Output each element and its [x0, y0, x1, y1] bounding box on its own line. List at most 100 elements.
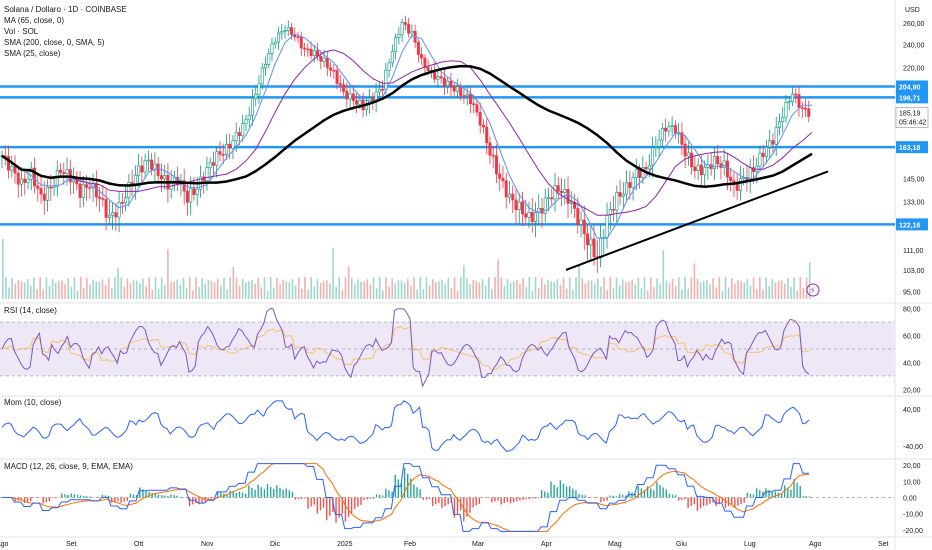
candle-body: [244, 119, 248, 124]
candle-body: [72, 179, 76, 183]
volume-bar: [132, 280, 135, 299]
macd-histogram-bar: [388, 490, 390, 498]
macd-histogram-bar: [332, 497, 334, 513]
macd-histogram-bar: [718, 497, 720, 505]
volume-bar: [382, 290, 384, 299]
macd-histogram-bar: [416, 487, 418, 498]
macd-histogram-bar: [350, 497, 353, 513]
volume-bar: [2, 239, 4, 299]
macd-histogram-bar: [14, 497, 16, 502]
volume-bar: [23, 282, 26, 299]
candle-body: [722, 160, 726, 168]
macd-histogram-bar: [503, 497, 505, 504]
volume-bar: [447, 277, 450, 299]
candle-body: [644, 167, 648, 170]
volume-bar: [780, 280, 783, 299]
macd-histogram-bar: [597, 497, 599, 498]
volume-bar: [89, 284, 91, 299]
macd-histogram-bar: [39, 497, 41, 498]
candle-body: [738, 178, 742, 191]
volume-bar: [151, 289, 154, 299]
sma25-line: [1, 33, 812, 239]
macd-histogram-bar: [612, 495, 615, 498]
volume-bar: [98, 281, 101, 299]
candle-body: [49, 186, 53, 189]
macd-title[interactable]: MACD (12, 26, close, 9, EMA, EMA): [4, 462, 133, 471]
time-axis-label: Mag: [608, 541, 622, 548]
macd-histogram-bar: [354, 497, 356, 509]
candle-body: [150, 159, 154, 170]
candle-body: [185, 190, 189, 203]
volume-bar: [238, 285, 241, 299]
volume-bar: [407, 278, 409, 299]
candle-body: [475, 104, 479, 113]
candle-body: [501, 178, 505, 182]
candle-body: [436, 76, 440, 80]
macd-histogram-bar: [438, 497, 440, 503]
indicator-sma25[interactable]: SMA (25, close): [4, 49, 61, 58]
macd-histogram-bar: [347, 497, 350, 517]
volume-bar: [201, 278, 203, 299]
volume-bar: [603, 277, 605, 299]
macd-histogram-bar: [565, 486, 568, 498]
volume-bar: [391, 278, 394, 299]
candle-body: [566, 189, 570, 204]
candle-body: [290, 27, 294, 35]
macd-histogram-bar: [148, 491, 150, 498]
volume-bar: [241, 278, 244, 299]
macd-histogram-bar: [403, 467, 406, 498]
indicator-sma200[interactable]: SMA (200, close, 0, SMA, 5): [4, 38, 105, 47]
volume-bar: [45, 277, 48, 299]
volume-bar: [578, 264, 580, 299]
volume-bar: [469, 283, 471, 299]
macd-histogram-bar: [731, 497, 733, 505]
candle-body: [345, 91, 349, 100]
macd-histogram-bar: [706, 497, 708, 506]
volume-bar: [410, 286, 412, 299]
volume-bar: [522, 278, 524, 299]
volume-bar: [783, 283, 786, 299]
volume-bar: [313, 286, 316, 299]
candle-body: [277, 32, 281, 43]
macd-histogram-bar: [363, 497, 365, 500]
candle-body: [358, 99, 362, 105]
candle-body: [621, 193, 625, 197]
volume-bar: [540, 277, 543, 299]
macd-histogram-bar: [241, 492, 244, 498]
macd-histogram-bar: [329, 497, 331, 516]
macd-histogram-bar: [765, 488, 767, 498]
macd-line: [2, 463, 809, 532]
volume-bar: [438, 281, 440, 299]
volume-bar: [609, 277, 612, 299]
price-tick-label: 95,00: [903, 289, 921, 296]
macd-histogram-bar: [553, 484, 555, 498]
volume-bar: [653, 286, 655, 299]
volume-bar: [802, 287, 805, 299]
symbol-title[interactable]: Solana / Dollaro · 1D · COINBASE: [4, 5, 127, 14]
candle-body: [215, 151, 219, 166]
candle-body: [260, 67, 264, 85]
volume-bar: [195, 277, 197, 299]
candle-body: [790, 93, 794, 103]
candle-body: [85, 184, 89, 188]
macd-histogram-bar: [313, 497, 315, 505]
volume-bar: [92, 279, 94, 299]
momentum-title[interactable]: Mom (10, close): [4, 398, 62, 407]
volume-bar: [696, 278, 699, 299]
indicator-volume[interactable]: Vol · SOL: [4, 27, 39, 36]
macd-histogram-bar: [73, 494, 76, 498]
time-axis-label: Ott: [134, 541, 143, 548]
candle-body: [485, 126, 489, 144]
macd-histogram-bar: [235, 492, 238, 498]
candle-body: [764, 147, 768, 157]
volume-bar: [618, 284, 621, 299]
macd-histogram-bar: [254, 489, 256, 498]
rsi-title[interactable]: RSI (14, close): [4, 306, 57, 315]
volume-bar: [709, 284, 711, 299]
indicator-ma[interactable]: MA (65, close, 0): [4, 16, 65, 25]
candle-body: [589, 238, 593, 246]
volume-bar: [572, 289, 574, 299]
volume-bar: [329, 283, 331, 299]
volume-bar: [157, 288, 160, 299]
